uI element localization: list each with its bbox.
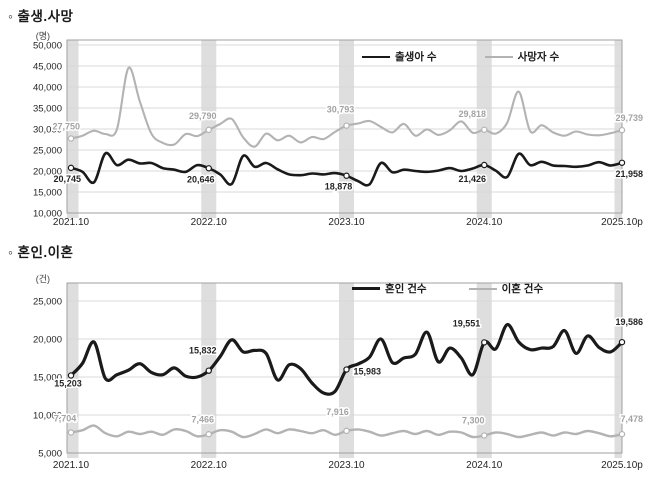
marriages-value-label: 15,203 — [54, 378, 82, 388]
deaths-marker — [343, 122, 350, 129]
marriages-marker — [67, 372, 75, 379]
plot-border — [66, 282, 623, 454]
y-axis-tick-label: 25,000 — [33, 297, 62, 308]
divorces-marker — [205, 431, 212, 438]
births-value-label: 18,878 — [325, 182, 353, 192]
y-axis-tick-label: 50,000 — [33, 41, 62, 52]
legend-marriage-divorce: 혼인 건수 이혼 건수 — [352, 281, 543, 296]
legend-label-marriages: 혼인 건수 — [385, 283, 427, 295]
deaths-value-label: 29,818 — [458, 109, 486, 119]
x-axis-tick-label: 2024.10 — [466, 217, 503, 228]
y-axis-tick-label: 25,000 — [33, 146, 62, 157]
chart-title-birth-death: ◦ 출생.사망 — [8, 9, 74, 24]
y-axis-tick-label: 10,000 — [33, 209, 62, 220]
divorces-line-swatch — [468, 287, 497, 290]
divorces-value-label: 7,704 — [54, 413, 77, 423]
y-axis-tick-label: 35,000 — [33, 104, 62, 115]
x-axis-tick-label: 2021.10 — [53, 217, 90, 228]
y-axis-tick-label: 15,000 — [33, 188, 62, 199]
y-axis-unit-label: (명) — [36, 31, 50, 41]
y-axis-tick-label: 20,000 — [33, 167, 62, 178]
marriages-marker — [343, 366, 350, 373]
deaths-value-label: 29,790 — [189, 111, 217, 121]
y-axis-unit-label: (건) — [36, 274, 50, 284]
deaths-value-label: 30,793 — [327, 105, 355, 115]
births-line-swatch — [362, 55, 390, 58]
births-value-label: 20,745 — [53, 174, 81, 184]
divorces-value-label: 7,466 — [191, 414, 214, 424]
divorces-marker — [343, 427, 350, 435]
plot-border — [66, 39, 623, 214]
x-axis-tick-label: 2022.10 — [191, 460, 228, 471]
births-marker — [481, 161, 488, 169]
deaths-marker — [67, 135, 75, 142]
divorces-value-label: 7,478 — [620, 414, 643, 424]
highlight-band — [614, 283, 622, 458]
highlight-band — [67, 283, 79, 458]
marriages-value-label: 19,586 — [615, 317, 643, 327]
divorces-value-label: 7,916 — [326, 407, 349, 417]
y-axis-tick-label: 45,000 — [33, 62, 62, 73]
y-axis-tick-label: 10,000 — [33, 411, 62, 422]
deaths-marker — [618, 126, 626, 134]
deaths-marker — [205, 126, 212, 134]
chart-marriage-divorce: 5,000 10,000 15,000 20,000 25,000 (건) 2021.10 2… — [33, 274, 645, 471]
divorces-marker — [618, 430, 626, 438]
y-axis-tick-label: 5,000 — [38, 449, 62, 460]
marriages-line-swatch — [352, 287, 380, 290]
x-axis-tick-label: 2023.10 — [328, 460, 365, 471]
chart-title-marriage-divorce: ◦ 혼인.이혼 — [8, 245, 74, 260]
legend-birth-death: 출생아 수 사망자 수 — [362, 49, 559, 64]
deaths-value-label: 27,750 — [52, 121, 80, 131]
x-axis-tick-label: 2025.10p — [601, 217, 643, 228]
x-axis-tick-label: 2022.10 — [191, 217, 228, 228]
x-axis-tick-label: 2025.10p — [601, 460, 643, 471]
births-marker — [343, 172, 350, 179]
deaths-marker — [481, 126, 488, 133]
marriages-marker — [618, 338, 626, 346]
legend-label-divorces: 이혼 건수 — [501, 283, 544, 295]
legend-label-births: 출생아 수 — [395, 51, 437, 63]
legend-item-deaths: 사망자 수 — [484, 49, 560, 64]
births-value-label: 21,958 — [615, 169, 643, 179]
births-value-label: 20,646 — [187, 174, 215, 184]
divorces-value-label: 7,300 — [462, 416, 485, 426]
deaths-line-swatch — [484, 55, 513, 58]
highlight-band — [476, 283, 492, 458]
y-axis-tick-label: 15,000 — [33, 373, 62, 384]
deaths-value-label: 29,739 — [615, 113, 643, 123]
divorces-marker — [481, 432, 488, 439]
births-marker — [618, 159, 626, 166]
divorces-marker — [67, 429, 75, 436]
y-axis-tick-label: 30,000 — [33, 125, 62, 136]
marriages-marker — [481, 339, 488, 346]
births-value-label: 21,426 — [458, 174, 486, 184]
chart-birth-death: 10,000 15,000 20,000 25,000 30,000 35,000 40,0… — [33, 31, 645, 228]
x-axis-tick-label: 2024.10 — [466, 460, 503, 471]
x-axis-tick-label: 2021.10 — [53, 460, 90, 471]
legend-label-deaths: 사망자 수 — [517, 51, 560, 63]
legend-item-divorces: 이혼 건수 — [468, 281, 544, 296]
marriages-value-label: 19,551 — [453, 318, 481, 328]
x-axis-tick-label: 2023.10 — [328, 217, 365, 228]
marriages-value-label: 15,983 — [354, 367, 382, 377]
legend-item-marriages: 혼인 건수 — [352, 281, 427, 296]
legend-item-births: 출생아 수 — [362, 49, 437, 64]
births-marker — [67, 164, 75, 172]
marriages-marker — [205, 367, 212, 374]
y-axis-tick-label: 40,000 — [33, 83, 62, 94]
births-marker — [205, 165, 212, 172]
y-axis-tick-label: 20,000 — [33, 335, 62, 346]
marriages-value-label: 15,832 — [189, 346, 217, 356]
